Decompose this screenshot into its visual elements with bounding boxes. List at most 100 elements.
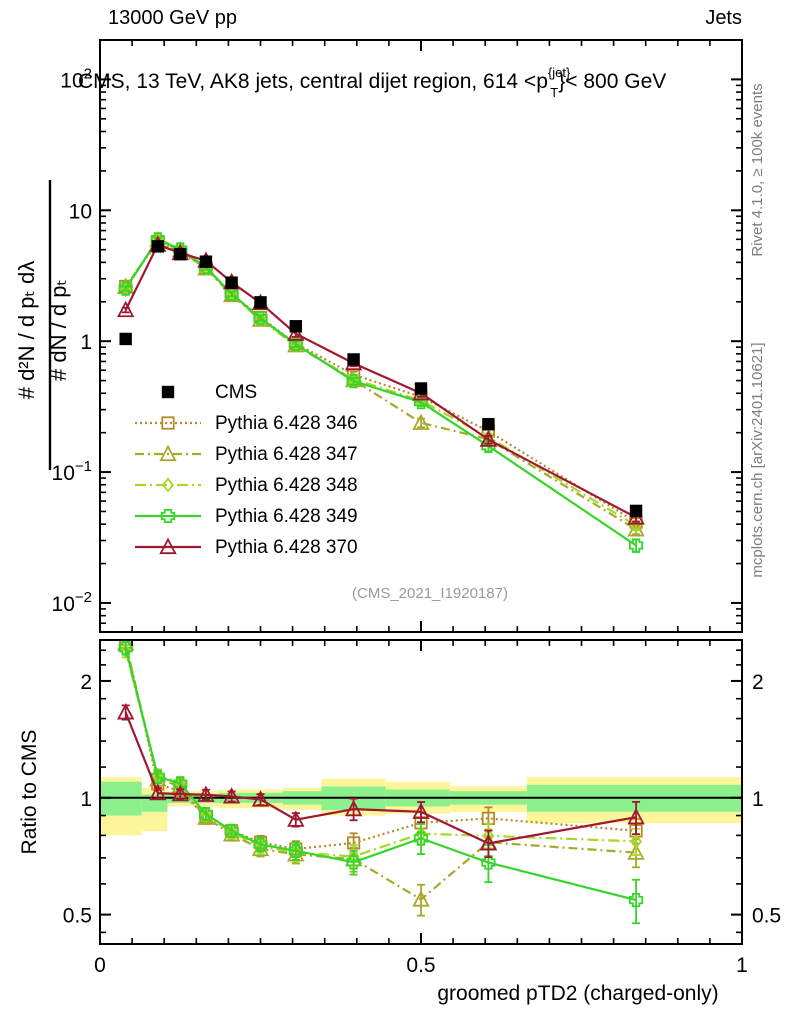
x-tick-label: 0.5 xyxy=(406,954,435,977)
header-right: Jets xyxy=(705,7,742,29)
title-subscript: T xyxy=(550,85,558,100)
exponent: 2 xyxy=(84,65,92,82)
marker-cross-box xyxy=(118,281,133,296)
marker-cross-box xyxy=(628,538,644,553)
marker-triangle xyxy=(171,784,189,802)
axis-ticks xyxy=(99,39,743,944)
y-axis-label-ratio: Ratio to CMS xyxy=(18,730,41,855)
marker-triangle xyxy=(159,537,177,555)
marker-triangle xyxy=(159,444,177,462)
title-tail: }< 800 GeV xyxy=(558,70,666,93)
marker-square xyxy=(161,416,175,430)
series-p347 xyxy=(116,230,645,537)
marker-cross-box xyxy=(288,843,303,858)
plot-title: CMS, 13 TeV, AK8 jets, central dijet reg… xyxy=(78,65,666,100)
marker-diamond xyxy=(199,807,212,823)
series-line xyxy=(124,237,637,527)
marker-cross-box xyxy=(346,855,361,870)
y-tick-label-ratio-right: 2 xyxy=(752,671,764,694)
series-line xyxy=(124,243,637,519)
marker-cross-box xyxy=(346,374,361,389)
y-tick-label-ratio: 1 xyxy=(80,788,92,811)
marker-diamond xyxy=(119,643,132,659)
marker-square-filled xyxy=(161,385,175,399)
exponent: −1 xyxy=(75,458,92,475)
series-line xyxy=(124,643,637,901)
legend: CMS Pythia 6.428 346 Pythia 6.428 347 Pythi… xyxy=(135,382,358,558)
ratio-panel-data xyxy=(116,640,645,925)
legend-label: Pythia 6.428 348 xyxy=(215,475,358,496)
marker-triangle xyxy=(197,785,215,802)
marker-square-filled xyxy=(414,382,428,395)
series-line xyxy=(124,240,637,524)
marker-cross-box xyxy=(150,769,165,784)
y-axis-label-main: # d²N / d pₜ dλ # dN / d pₜ xyxy=(14,180,71,470)
marker-cross-box xyxy=(224,286,239,301)
y-tick-label-main: 10 xyxy=(69,200,92,223)
marker-triangle xyxy=(222,787,241,804)
y-tick-label-ratio: 2 xyxy=(80,671,92,694)
marker-square-filled xyxy=(254,296,267,309)
marker-triangle xyxy=(412,413,430,430)
legend-entry: Pythia 6.428 349 xyxy=(135,506,358,527)
marker-triangle xyxy=(251,790,270,807)
x-tick-label: 0 xyxy=(94,954,106,977)
legend-label: Pythia 6.428 349 xyxy=(215,506,358,527)
main-panel-frame xyxy=(99,39,743,633)
marker-cross-box xyxy=(253,311,268,326)
header-left: 13000 GeV pp xyxy=(108,7,237,29)
marker-triangle xyxy=(627,520,645,537)
marker-triangle xyxy=(344,799,363,817)
y-tick-label-main: 10−1 xyxy=(52,458,92,485)
marker-square-filled xyxy=(482,418,495,431)
marker-square-filled xyxy=(199,255,213,268)
marker-triangle xyxy=(149,783,167,801)
marker-cross-box xyxy=(413,831,429,846)
ratio-series-p348 xyxy=(119,643,643,870)
x-axis-label: groomed pTD2 (charged-only) xyxy=(437,982,718,1005)
marker-square-filled xyxy=(225,276,238,289)
marker-square-filled xyxy=(629,504,643,518)
series-line xyxy=(124,238,637,531)
marker-triangle xyxy=(116,703,135,720)
exponent: −2 xyxy=(75,589,92,606)
series-line xyxy=(124,237,637,547)
marker-square-filled xyxy=(347,353,360,366)
marker-triangle xyxy=(412,802,430,819)
side-text-rivet: Rivet 4.1.0, ≥ 100k events xyxy=(749,83,766,256)
marker-cross-box xyxy=(160,508,176,524)
y-tick-label-main: 10−2 xyxy=(52,589,92,616)
legend-entry: CMS xyxy=(161,382,257,403)
title-superscript: {jet} xyxy=(548,65,571,80)
watermark-text: (CMS_2021_I1920187) xyxy=(352,585,508,602)
marker-triangle xyxy=(287,324,305,341)
series-line xyxy=(124,647,637,902)
side-text-mcplots: mcplots.cern.ch [arXiv:2401.10621] xyxy=(749,342,766,577)
marker-triangle xyxy=(479,834,498,851)
marker-cross-box xyxy=(481,855,496,870)
main-panel-data xyxy=(116,230,645,553)
legend-label: Pythia 6.428 370 xyxy=(215,537,358,558)
marker-triangle xyxy=(627,807,645,825)
marker-triangle xyxy=(479,430,498,447)
series-p370 xyxy=(116,235,645,525)
legend-entry: Pythia 6.428 346 xyxy=(135,413,358,434)
marker-cross-box xyxy=(628,892,644,908)
marker-cross-box xyxy=(118,641,133,656)
legend-entry: Pythia 6.428 348 xyxy=(135,475,358,496)
y-tick-label-ratio: 0.5 xyxy=(63,905,92,928)
marker-square-filled xyxy=(289,320,303,333)
y-tick-label-main: 1 xyxy=(80,331,92,354)
marker-triangle xyxy=(412,890,430,907)
marker-cross-box xyxy=(253,837,268,852)
legend-label: Pythia 6.428 346 xyxy=(215,413,358,434)
marker-diamond xyxy=(225,824,238,840)
marker-triangle xyxy=(287,810,305,827)
marker-square-filled xyxy=(151,240,164,253)
marker-triangle xyxy=(627,843,645,860)
ratio-series-p370 xyxy=(116,703,645,859)
x-tick-label: 1 xyxy=(736,954,748,977)
series-p348 xyxy=(119,231,643,534)
marker-cross-box xyxy=(224,823,239,838)
